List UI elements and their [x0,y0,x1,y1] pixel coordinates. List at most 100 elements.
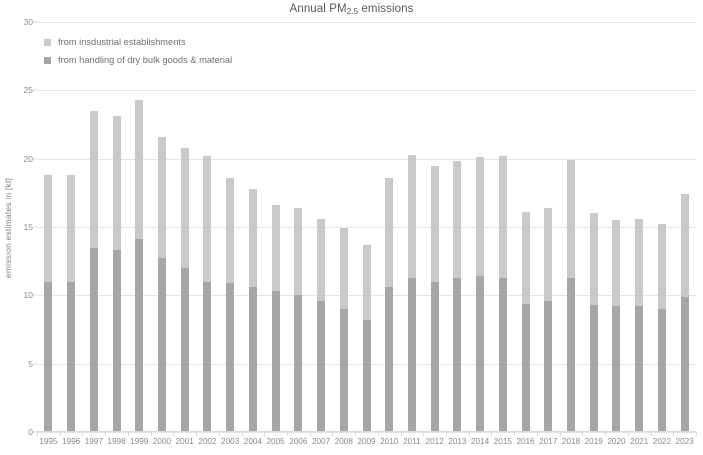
bar-column [135,99,144,432]
chart-title: Annual PM2.5 emissions [0,3,703,16]
x-axis-tick-mark [241,432,243,436]
chart-legend: from insdustrial establishments from han… [44,33,232,69]
bar-column [498,155,507,432]
bar-column [476,157,485,432]
x-axis-tick-mark [582,432,584,436]
bar-column [407,154,416,432]
bar-series-group [37,22,696,432]
bar-segment-industrial [112,116,121,251]
bar-segment-bulk-handling [339,309,348,432]
gridline [37,227,696,228]
bar-segment-bulk-handling [498,277,507,432]
x-axis-tick-mark [82,432,84,436]
x-axis-tick-label: 1996 [61,437,81,446]
gridline [37,432,696,433]
bar-segment-industrial [44,175,53,282]
x-axis-tick-label: 2007 [311,437,331,446]
y-axis-tick-mark [33,158,37,160]
y-axis-tick-mark [33,89,37,91]
x-axis-tick-mark [332,432,334,436]
bar-segment-bulk-handling [112,250,121,432]
x-axis-tick-label: 1999 [130,437,149,446]
bar-column [635,218,644,432]
bar-column [226,177,235,432]
x-axis-tick-label: 2021 [630,437,649,446]
x-axis-tick-label: 2002 [198,437,217,446]
bar-segment-industrial [339,228,348,309]
x-axis-tick-label: 2003 [221,437,240,446]
x-axis-tick-label: 2015 [493,437,512,446]
y-axis-tick-mark [33,226,37,228]
y-axis-tick-mark [33,21,37,23]
legend-swatch-industrial [44,38,51,46]
bar-segment-industrial [567,160,576,278]
plot-area: 0 5 10 15 20 25 30 [24,17,697,437]
bar-column [521,211,530,432]
bar-segment-industrial [135,99,144,240]
bar-column [362,244,371,432]
x-axis-tick-mark [468,432,470,436]
x-axis-tick-label: 2005 [266,437,285,446]
x-axis-tick-label: 2023 [675,437,694,446]
bar-segment-bulk-handling [385,287,394,432]
bar-column [157,136,166,432]
legend-label-bulk-handling: from handling of dry bulk goods & materi… [58,55,233,65]
bar-segment-industrial [362,244,371,320]
bar-column [112,116,121,432]
x-axis-tick-mark [536,432,538,436]
x-axis-tick-label: 2013 [448,437,467,446]
gridline [37,90,696,92]
bar-segment-bulk-handling [248,287,257,432]
x-axis-tick-label: 2011 [403,437,421,446]
bar-column [567,160,576,432]
bar-segment-bulk-handling [180,268,189,432]
bar-column [385,177,394,432]
x-axis-tick-mark [400,432,402,436]
bar-segment-industrial [157,136,166,259]
x-axis-tick-mark [173,432,175,436]
bar-column [294,207,303,432]
bar-segment-bulk-handling [44,281,53,432]
bar-segment-industrial [294,207,303,296]
bar-segment-industrial [317,218,326,301]
bar-segment-bulk-handling [89,247,98,432]
x-axis-tick-label: 2017 [539,437,558,446]
y-axis-tick-label: 15 [23,222,33,232]
bar-column [67,175,76,432]
bar-segment-industrial [521,211,530,304]
y-axis-tick-label: 20 [23,153,33,164]
bar-segment-industrial [226,177,235,284]
x-axis-tick-label: 2009 [357,437,376,446]
legend-item-industrial: from insdustrial establishments [44,33,232,51]
bar-segment-industrial [180,147,189,268]
bar-column [544,207,553,432]
y-axis-tick-mark [33,431,37,433]
bar-segment-industrial [89,110,98,248]
x-axis-tick-label: 2010 [380,437,399,446]
bar-segment-bulk-handling [680,296,689,432]
x-axis-tick-mark [514,432,516,436]
legend-label-industrial: from insdustrial establishments [58,37,186,47]
x-axis-tick-mark [605,432,607,436]
bar-column [248,188,257,432]
bar-segment-bulk-handling [135,239,144,432]
x-axis-tick-label: 2022 [652,437,672,446]
bar-column [657,224,666,432]
y-axis-tick-mark [33,363,37,365]
y-axis-tick-label: 30 [23,17,33,27]
bar-segment-industrial [612,220,621,307]
x-axis-tick-mark [355,432,357,436]
y-axis-tick-mark [33,294,37,296]
bar-segment-bulk-handling [362,319,371,432]
legend-swatch-bulk-handling [44,56,51,64]
bar-segment-bulk-handling [657,309,666,432]
x-axis-tick-label: 2001 [175,437,194,446]
x-axis-tick-label: 2000 [152,437,172,446]
chart-title-main: Annual PM [289,3,347,15]
bar-segment-industrial [680,194,689,297]
bar-segment-industrial [203,155,212,282]
x-axis-tick-mark [218,432,220,436]
bar-segment-bulk-handling [67,281,76,432]
bar-segment-bulk-handling [521,303,530,432]
